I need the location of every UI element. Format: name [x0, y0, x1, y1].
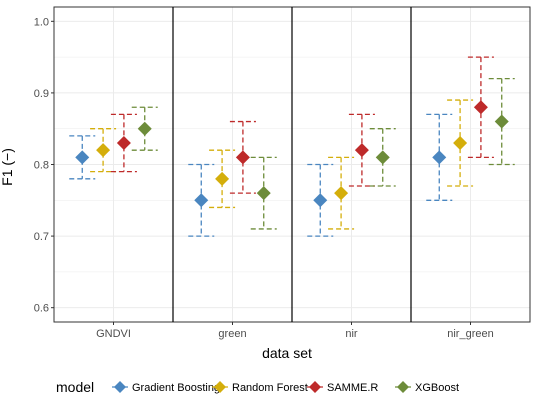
legend: model Gradient Boosting Random Forest SAMM…	[56, 379, 459, 395]
series-group	[69, 56, 515, 237]
data-point	[256, 186, 271, 201]
series-gradient-boosting	[69, 113, 453, 237]
legend-item: Random Forest	[212, 381, 308, 394]
legend-item: XGBoost	[395, 381, 459, 394]
y-axis-title: F1 (−)	[0, 148, 15, 186]
data-point	[375, 150, 390, 165]
axes: 0.6 0.7 0.8 0.9 1.0 GNDVI green nir nir_green	[34, 16, 494, 340]
data-point	[473, 100, 488, 115]
x-tick-label: GNDVI	[96, 328, 131, 340]
legend-key-diamond	[397, 381, 409, 393]
legend-item: SAMME.R	[307, 381, 378, 394]
y-tick-label: 0.6	[34, 303, 49, 315]
legend-title: model	[56, 379, 94, 395]
legend-label: Gradient Boosting	[132, 382, 220, 394]
series-random-forest	[90, 99, 474, 230]
y-tick-label: 0.8	[34, 160, 49, 172]
x-tick-label: nir_green	[447, 328, 493, 340]
legend-item: Gradient Boosting	[112, 381, 220, 394]
y-tick-label: 0.9	[34, 88, 49, 100]
data-point	[334, 186, 349, 201]
data-point	[432, 150, 447, 165]
y-tick-label: 1.0	[34, 16, 49, 28]
data-point	[116, 136, 131, 151]
legend-key-diamond	[309, 381, 321, 393]
legend-label: SAMME.R	[327, 382, 378, 394]
data-point	[354, 143, 369, 158]
data-point	[215, 171, 230, 186]
x-tick-label: green	[218, 328, 246, 340]
legend-label: XGBoost	[415, 382, 459, 394]
data-point	[75, 150, 90, 165]
legend-label: Random Forest	[232, 382, 308, 394]
data-point	[137, 121, 152, 136]
data-point	[235, 150, 250, 165]
data-point	[494, 114, 509, 129]
data-point	[96, 143, 111, 158]
data-point	[453, 136, 468, 151]
series-samme-r	[110, 56, 494, 194]
legend-key-diamond	[114, 381, 126, 393]
y-tick-label: 0.7	[34, 231, 49, 243]
legend-key-diamond	[214, 381, 226, 393]
data-point	[194, 193, 209, 208]
x-axis-title: data set	[262, 345, 312, 361]
series-xgboost	[131, 77, 515, 230]
x-tick-label: nir	[345, 328, 358, 340]
data-point	[313, 193, 328, 208]
